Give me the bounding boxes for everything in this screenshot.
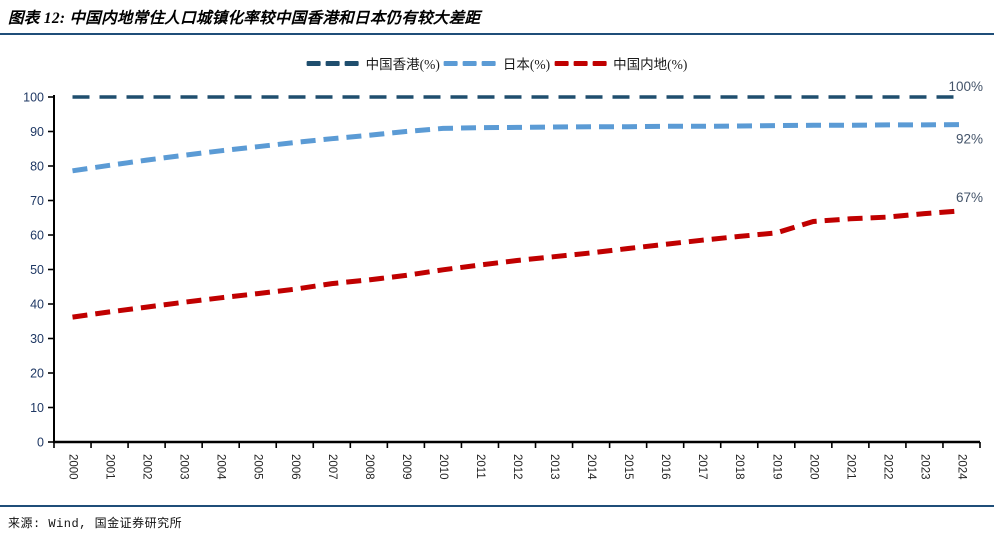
x-axis-label: 2019 [770, 454, 782, 480]
dashed-line-japan-icon [443, 60, 496, 66]
legend-item-japan: 日本(%) [443, 53, 551, 73]
legend-label-japan: 日本(%) [502, 57, 551, 72]
data-label-hongkong: 100% [948, 79, 983, 94]
y-axis-label: 90 [30, 125, 44, 139]
x-axis-label: 2016 [659, 454, 671, 480]
chart-legend: 中国香港(%) 日本(%) 中国内地(%) [306, 53, 687, 73]
x-axis-label: 2010 [437, 454, 449, 480]
source-attribution: 来源: Wind, 国金证券研究所 [8, 517, 183, 531]
x-axis-label: 2001 [104, 454, 116, 480]
x-axis-label: 2014 [585, 454, 597, 480]
y-axis-label: 20 [30, 367, 44, 381]
y-axis-label: 60 [30, 229, 44, 243]
x-axis-label: 2012 [511, 454, 523, 480]
data-label-mainland: 67% [956, 190, 983, 205]
x-axis-label: 2007 [326, 454, 338, 480]
x-axis-label: 2003 [178, 454, 190, 480]
x-axis-label: 2013 [548, 454, 560, 480]
dashed-line-mainland-icon [554, 60, 607, 66]
x-axis-label: 2015 [622, 454, 634, 480]
data-label-japan: 92% [956, 132, 983, 147]
series-line-japan [72, 122, 962, 174]
x-axis-label: 2002 [141, 454, 153, 480]
y-axis-label: 80 [30, 160, 44, 174]
dashed-line-hongkong-icon [306, 60, 359, 66]
title-divider [0, 33, 994, 35]
legend-item-mainland: 中国内地(%) [554, 53, 687, 73]
series-line-mainland [72, 208, 962, 320]
x-axis-label: 2005 [252, 454, 264, 480]
x-axis-label: 2009 [400, 454, 412, 480]
y-axis-label: 50 [30, 263, 44, 277]
x-axis-label: 2008 [363, 454, 375, 480]
x-axis-label: 2022 [881, 454, 893, 480]
x-axis-label: 2021 [844, 454, 856, 480]
y-axis-label: 40 [30, 298, 44, 312]
legend-label-hongkong: 中国香港(%) [365, 57, 440, 72]
x-axis-label: 2000 [67, 454, 79, 480]
page-title: 图表 12: 中国内地常住人口城镇化率较中国香港和日本仍有较大差距 [8, 10, 481, 27]
y-axis-label: 30 [30, 332, 44, 346]
y-axis-label: 0 [37, 436, 44, 450]
x-axis-label: 2023 [918, 454, 930, 480]
x-axis-label: 2004 [215, 454, 227, 480]
footer-divider [0, 505, 994, 507]
x-axis-label: 2017 [696, 454, 708, 480]
y-axis-label: 10 [30, 401, 44, 415]
legend-label-mainland: 中国内地(%) [613, 57, 688, 72]
y-axis-label: 70 [30, 194, 44, 208]
y-axis-label: 100 [23, 91, 44, 105]
legend-item-hongkong: 中国香港(%) [306, 53, 440, 73]
x-axis-label: 2018 [733, 454, 745, 480]
x-axis-label: 2020 [807, 454, 819, 480]
x-axis-label: 2006 [289, 454, 301, 480]
x-axis-label: 2011 [474, 454, 486, 479]
x-axis-label: 2024 [955, 454, 967, 480]
